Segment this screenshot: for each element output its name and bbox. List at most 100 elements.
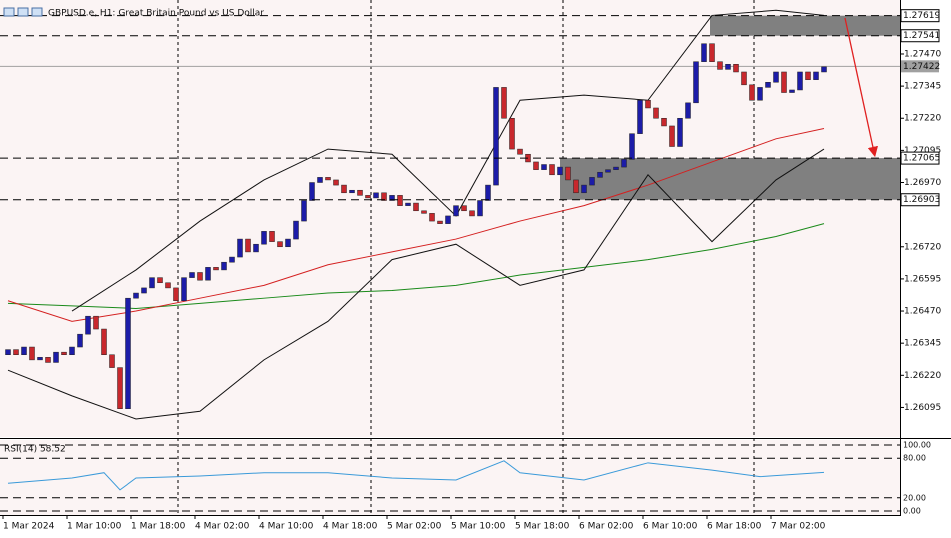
candle-body [509,117,515,150]
x-tick-label: 6 Mar 18:00 [707,522,762,532]
candle-body [741,71,747,86]
rsi-line [7,460,825,491]
candle-body [301,200,307,222]
candle-body [797,71,803,91]
window-icon[interactable] [17,7,29,17]
x-tick-label: 4 Mar 18:00 [323,522,378,532]
candle-body [245,238,251,253]
candle-body [621,159,627,168]
y-tick-label: 1.26095 [904,403,941,413]
candle-body [533,161,539,170]
y-tick-label: 1.26970 [904,178,941,188]
candle-body [101,328,107,355]
candle-body [613,166,619,170]
candle-body [413,202,419,212]
candle-body [221,261,227,271]
candle-body [365,195,371,199]
candle-body [333,179,339,186]
candle-body [405,202,411,206]
candle-body [629,133,635,160]
indicator-line [7,128,825,322]
plot-layer [0,9,900,491]
candle-body [485,184,491,201]
candle-body [821,66,827,73]
rsi-panel [0,440,900,515]
candle-body [45,357,51,363]
y-tick-label: 1.26720 [904,242,941,252]
candle-body [565,166,571,181]
x-tick-label: 1 Mar 18:00 [131,522,186,532]
y-tick-label: 1.27095 [904,146,941,156]
level-label: 1.26903 [903,195,940,205]
x-tick-label: 4 Mar 02:00 [195,522,250,532]
candle-body [381,192,387,201]
y-tick-label: 1.26220 [904,371,941,381]
candle-body [605,169,611,173]
candle-body [213,267,219,271]
candle-body [765,82,771,88]
x-tick-label: 7 Mar 02:00 [771,522,826,532]
y-tick-label: 1.26595 [904,274,941,284]
candle-body [461,205,467,212]
x-tick-label: 1 Mar 2024 [3,522,55,532]
candle-body [77,333,83,348]
candle-body [189,272,195,278]
candle-body [253,243,259,253]
candle-body [709,43,715,62]
window-icon[interactable] [31,7,43,17]
level-label-box [900,29,940,43]
candle-body [749,84,755,101]
candle-body [237,238,243,258]
rsi-tick-label: 0.00 [903,507,921,516]
candle-body [733,64,739,73]
candle-body [701,43,707,62]
candle-body [421,210,427,214]
candle-body [757,87,763,101]
x-tick-label: 6 Mar 02:00 [579,522,634,532]
candle-body [477,200,483,217]
candle-body [53,351,59,363]
candle-body [389,195,395,201]
x-tick-label: 1 Mar 10:00 [67,522,122,532]
chart-title: GBPUSD.e, H1: Great Britain Pound vs US … [48,9,264,19]
candle-body [205,267,211,281]
y-tick-label: 1.26345 [904,339,941,349]
current-price-label: 1.27422 [903,62,940,72]
candle-body [645,100,651,109]
level-label-box [900,193,940,207]
candle-body [13,349,19,355]
level-label: 1.27065 [903,154,940,164]
candle-body [93,315,99,330]
candle-body [165,282,171,289]
level-label: 1.27619 [903,11,940,21]
candle-body [261,231,267,245]
candle-body [445,215,451,224]
indicator-line [7,148,825,420]
candle-body [29,346,35,361]
candle-body [501,87,507,119]
candle-body [269,231,275,242]
candle-body [469,210,475,217]
candle-body [549,164,555,176]
candle-body [517,148,523,155]
candle-body [453,205,459,217]
candle-body [141,287,147,294]
candle-body [397,195,403,206]
candle-body [677,117,683,147]
candle-body [173,287,179,302]
candle-body [373,192,379,199]
candle-body [773,71,779,83]
level-label-box [900,151,940,165]
y-tick-label: 1.27220 [904,114,941,124]
price-zone [710,15,900,36]
candle-body [685,102,691,119]
rsi-tick-label: 20.00 [903,493,926,502]
candle-body [597,171,603,178]
candle-body [653,107,659,119]
candle-body [325,177,331,181]
candle-body [541,164,547,170]
candle-body [181,277,187,302]
window-icon[interactable] [3,7,15,17]
candle-body [285,238,291,248]
